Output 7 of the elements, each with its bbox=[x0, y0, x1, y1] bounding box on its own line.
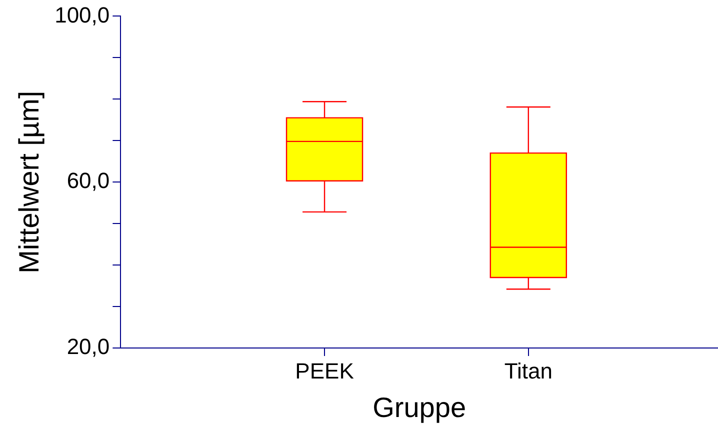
x-tick-label: PEEK bbox=[295, 358, 354, 384]
y-tick-label: 100,0 bbox=[54, 2, 110, 28]
y-axis-title: Mittelwert [µm] bbox=[14, 90, 45, 274]
x-tick-label: Titan bbox=[504, 358, 552, 384]
x-axis-title: Gruppe bbox=[372, 392, 466, 423]
y-tick-label: 60,0 bbox=[66, 168, 110, 194]
y-tick-label: 20,0 bbox=[66, 334, 110, 360]
